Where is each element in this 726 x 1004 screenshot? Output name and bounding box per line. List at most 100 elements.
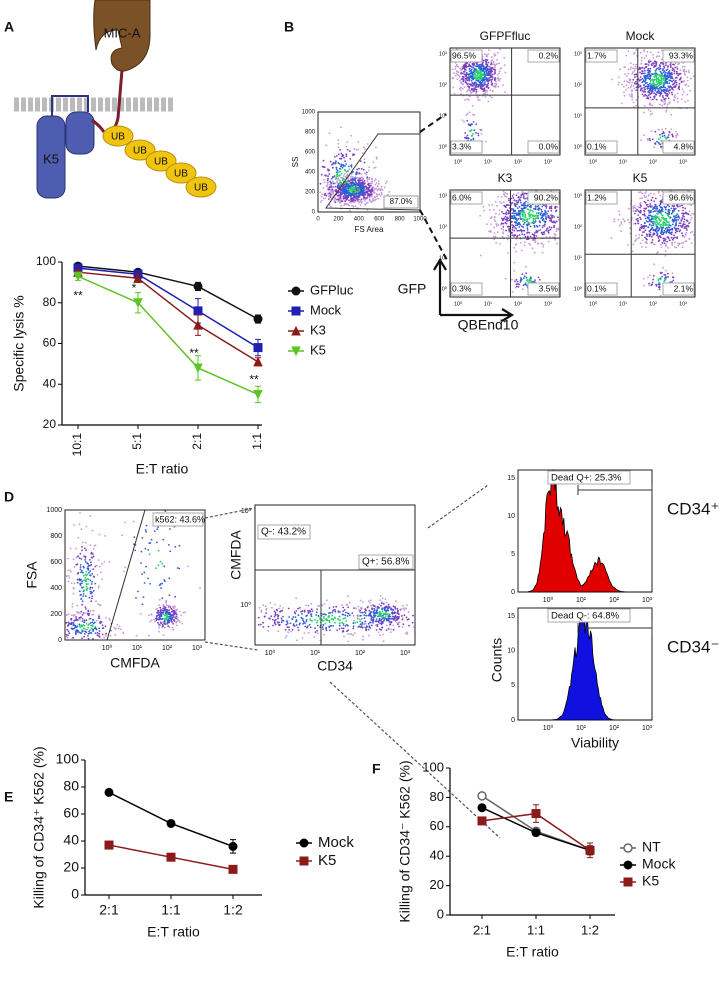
dot [538, 207, 541, 210]
dot [683, 218, 686, 221]
dot [342, 197, 345, 200]
dot [341, 604, 343, 606]
dot [634, 76, 636, 79]
dot [533, 234, 536, 237]
dot [385, 629, 388, 631]
dot [389, 623, 392, 626]
dot [360, 167, 363, 170]
dot [525, 272, 528, 275]
dot [357, 148, 360, 151]
dot [375, 198, 377, 201]
dot [665, 110, 667, 113]
dot [104, 634, 107, 637]
dot [313, 636, 316, 638]
dot [649, 82, 651, 85]
dot [358, 182, 360, 184]
dot [535, 214, 537, 217]
dot [346, 174, 348, 177]
dot [663, 70, 666, 73]
dot [348, 165, 350, 168]
dot [685, 231, 688, 234]
dot [649, 67, 652, 70]
dot [504, 215, 507, 218]
dot [463, 73, 466, 75]
dot [342, 191, 345, 194]
tick-label: 10² [649, 301, 657, 307]
tick-label: 10¹ [439, 255, 447, 261]
dot [99, 604, 102, 607]
dot [82, 574, 85, 577]
dot [516, 219, 518, 222]
dot [72, 558, 75, 561]
dot [536, 212, 538, 214]
dot [75, 633, 77, 635]
quadrant-value: 93.3% [669, 50, 694, 60]
dot [375, 187, 377, 190]
dot [337, 139, 340, 142]
dot [376, 189, 379, 192]
dot [161, 582, 164, 585]
dot [301, 610, 304, 612]
dot [635, 68, 637, 70]
dot [468, 73, 471, 75]
dot [344, 188, 346, 190]
dot [647, 87, 650, 90]
dot [124, 566, 126, 569]
dot [392, 628, 395, 631]
dot [135, 634, 138, 637]
dot [529, 209, 532, 212]
dot [340, 193, 343, 196]
dot [153, 620, 156, 623]
dot [687, 85, 690, 87]
dot [174, 605, 177, 608]
dot [336, 175, 338, 178]
dot [485, 70, 487, 73]
dot [620, 83, 623, 86]
dot [611, 78, 614, 81]
dot [78, 590, 81, 593]
dot [557, 216, 559, 219]
dot [660, 79, 663, 82]
panel-letter: A [4, 19, 14, 35]
dot [338, 200, 341, 203]
dot [328, 607, 331, 609]
dot [379, 195, 382, 197]
dot [557, 219, 560, 221]
dot [367, 192, 370, 195]
dot [363, 191, 365, 194]
dot [493, 72, 496, 75]
dot [171, 626, 174, 629]
dot [664, 274, 667, 276]
dot [643, 95, 645, 97]
dot [634, 234, 637, 237]
label-box [527, 49, 560, 63]
dot [82, 571, 84, 574]
dot [639, 202, 641, 205]
dot [468, 98, 470, 101]
dot [178, 544, 181, 547]
tick-label: 800 [50, 533, 62, 540]
dot [645, 207, 648, 210]
dot [332, 625, 334, 627]
dot [529, 279, 531, 282]
label-box [383, 195, 419, 209]
dot [655, 62, 657, 65]
dot [664, 81, 667, 84]
dot [652, 210, 655, 213]
dot [66, 628, 69, 631]
tick-label: 10² [514, 301, 522, 307]
dot [95, 600, 97, 603]
dot [524, 283, 526, 286]
dot [468, 95, 471, 98]
dot [637, 222, 640, 225]
dot [684, 212, 687, 214]
dot [97, 587, 100, 589]
dot [675, 221, 678, 223]
dot [371, 187, 374, 189]
dot [354, 191, 356, 194]
dot [395, 600, 397, 602]
dot [357, 194, 360, 197]
dot [478, 81, 481, 84]
dot [137, 590, 139, 593]
dot [79, 566, 82, 568]
